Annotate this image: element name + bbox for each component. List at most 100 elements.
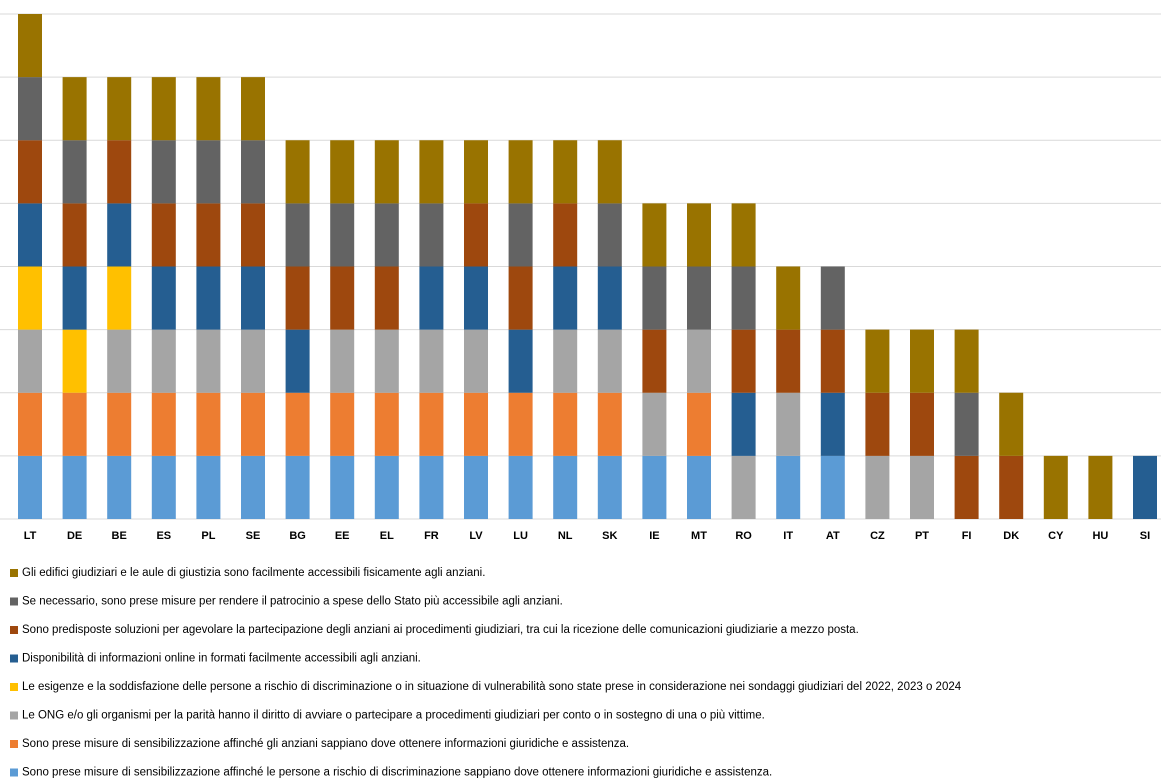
bar-segment (285, 329, 310, 393)
x-tick-label: HU (1092, 530, 1108, 542)
x-tick-label: EL (380, 530, 394, 542)
bar-segment (419, 392, 444, 456)
bar-segment (508, 203, 533, 267)
bar-segment (464, 455, 488, 519)
bar-segment (374, 329, 399, 393)
bar-segment (62, 329, 87, 393)
bar-segment (285, 203, 310, 267)
legend-swatch (10, 654, 18, 663)
bar-segment (374, 266, 399, 330)
bar-segment (865, 392, 890, 456)
bar-segment (151, 392, 176, 456)
bar-segment (62, 140, 87, 204)
bar-segment (776, 392, 801, 456)
bar-segment (107, 329, 132, 393)
bar-segment (1133, 455, 1157, 519)
bar-segment (597, 140, 622, 204)
bar-segment (151, 329, 176, 393)
bar-segment (18, 77, 42, 141)
legend-label: Le esigenze e la soddisfazione delle per… (22, 681, 962, 693)
bar-segment (241, 140, 265, 204)
bar-segment (18, 266, 42, 330)
bar-segment (196, 392, 221, 456)
legend-label: Sono prese misure di sensibilizzazione a… (22, 767, 772, 778)
bar-segment (330, 392, 355, 456)
x-tick-label: ES (156, 530, 171, 542)
bar-segment (419, 140, 444, 204)
x-tick-label: FI (962, 530, 972, 542)
bar-segment (241, 329, 265, 393)
bar-segment (553, 203, 578, 267)
bar-segment (910, 392, 934, 456)
legend-swatch (10, 768, 18, 777)
bar-segment (419, 266, 444, 330)
bar-segment (107, 203, 132, 267)
bar-segment (508, 140, 533, 204)
bar-segment (151, 77, 176, 141)
x-tick-label: IT (783, 530, 793, 542)
bar-segment (464, 266, 488, 330)
bar-segment (419, 203, 444, 267)
bar-segment (687, 455, 711, 519)
bar-segment (776, 329, 801, 393)
bar-segment (508, 329, 533, 393)
bar-segment (151, 455, 176, 519)
bar-segment (731, 455, 756, 519)
bar-segment (374, 455, 399, 519)
legend-label: Le ONG e/o gli organismi per la parità h… (22, 710, 765, 722)
bar-segment (954, 392, 979, 456)
bar-segment (910, 455, 934, 519)
bar-segment (330, 329, 355, 393)
bar-segment (374, 140, 399, 204)
bar-segment (196, 140, 221, 204)
legend-swatch (10, 597, 18, 606)
x-tick-label: AT (826, 530, 840, 542)
bar-segment (865, 329, 890, 393)
bar-segment (865, 455, 890, 519)
bar-segment (687, 329, 711, 393)
bar-segment (642, 266, 667, 330)
x-tick-label: PL (201, 530, 215, 542)
bar-segment (597, 392, 622, 456)
legend-label: Se necessario, sono prese misure per ren… (22, 596, 563, 608)
legend-swatch (10, 626, 18, 634)
bar-segment (18, 140, 42, 204)
bar-segment (18, 14, 42, 78)
bar-segment (597, 266, 622, 330)
x-tick-label: RO (735, 530, 752, 542)
bar-segment (508, 455, 533, 519)
bar-segment (62, 77, 87, 141)
bar-segment (241, 77, 265, 141)
bar-segment (731, 203, 756, 267)
bar-segment (62, 392, 87, 456)
bar-segment (107, 455, 132, 519)
x-tick-label: FR (424, 530, 439, 542)
bar-segment (107, 392, 132, 456)
bar-segment (731, 266, 756, 330)
bar-segment (285, 455, 310, 519)
bar-segment (464, 329, 488, 393)
x-tick-label: BE (112, 530, 127, 542)
bar-segment (285, 392, 310, 456)
bar-segment (642, 329, 667, 393)
bar-segment (18, 329, 42, 393)
x-tick-label: CZ (870, 530, 885, 542)
bar-segment (464, 203, 488, 267)
bar-segment (553, 140, 578, 204)
bar-segment (553, 266, 578, 330)
x-tick-label: BG (289, 530, 306, 542)
bar-segment (642, 392, 667, 456)
bar-segment (910, 329, 934, 393)
bar-segment (330, 266, 355, 330)
legend-label: Sono predisposte soluzioni per agevolare… (22, 624, 859, 636)
bar-segment (241, 392, 265, 456)
bar-segment (330, 203, 355, 267)
bar-segment (62, 266, 87, 330)
legend-label: Disponibilità di informazioni online in … (22, 653, 421, 665)
bar-segment (62, 203, 87, 267)
bar-segment (731, 329, 756, 393)
x-tick-label: SI (1140, 530, 1150, 542)
bar-segment (776, 266, 801, 330)
bar-segment (642, 203, 667, 267)
bar-segment (151, 266, 176, 330)
